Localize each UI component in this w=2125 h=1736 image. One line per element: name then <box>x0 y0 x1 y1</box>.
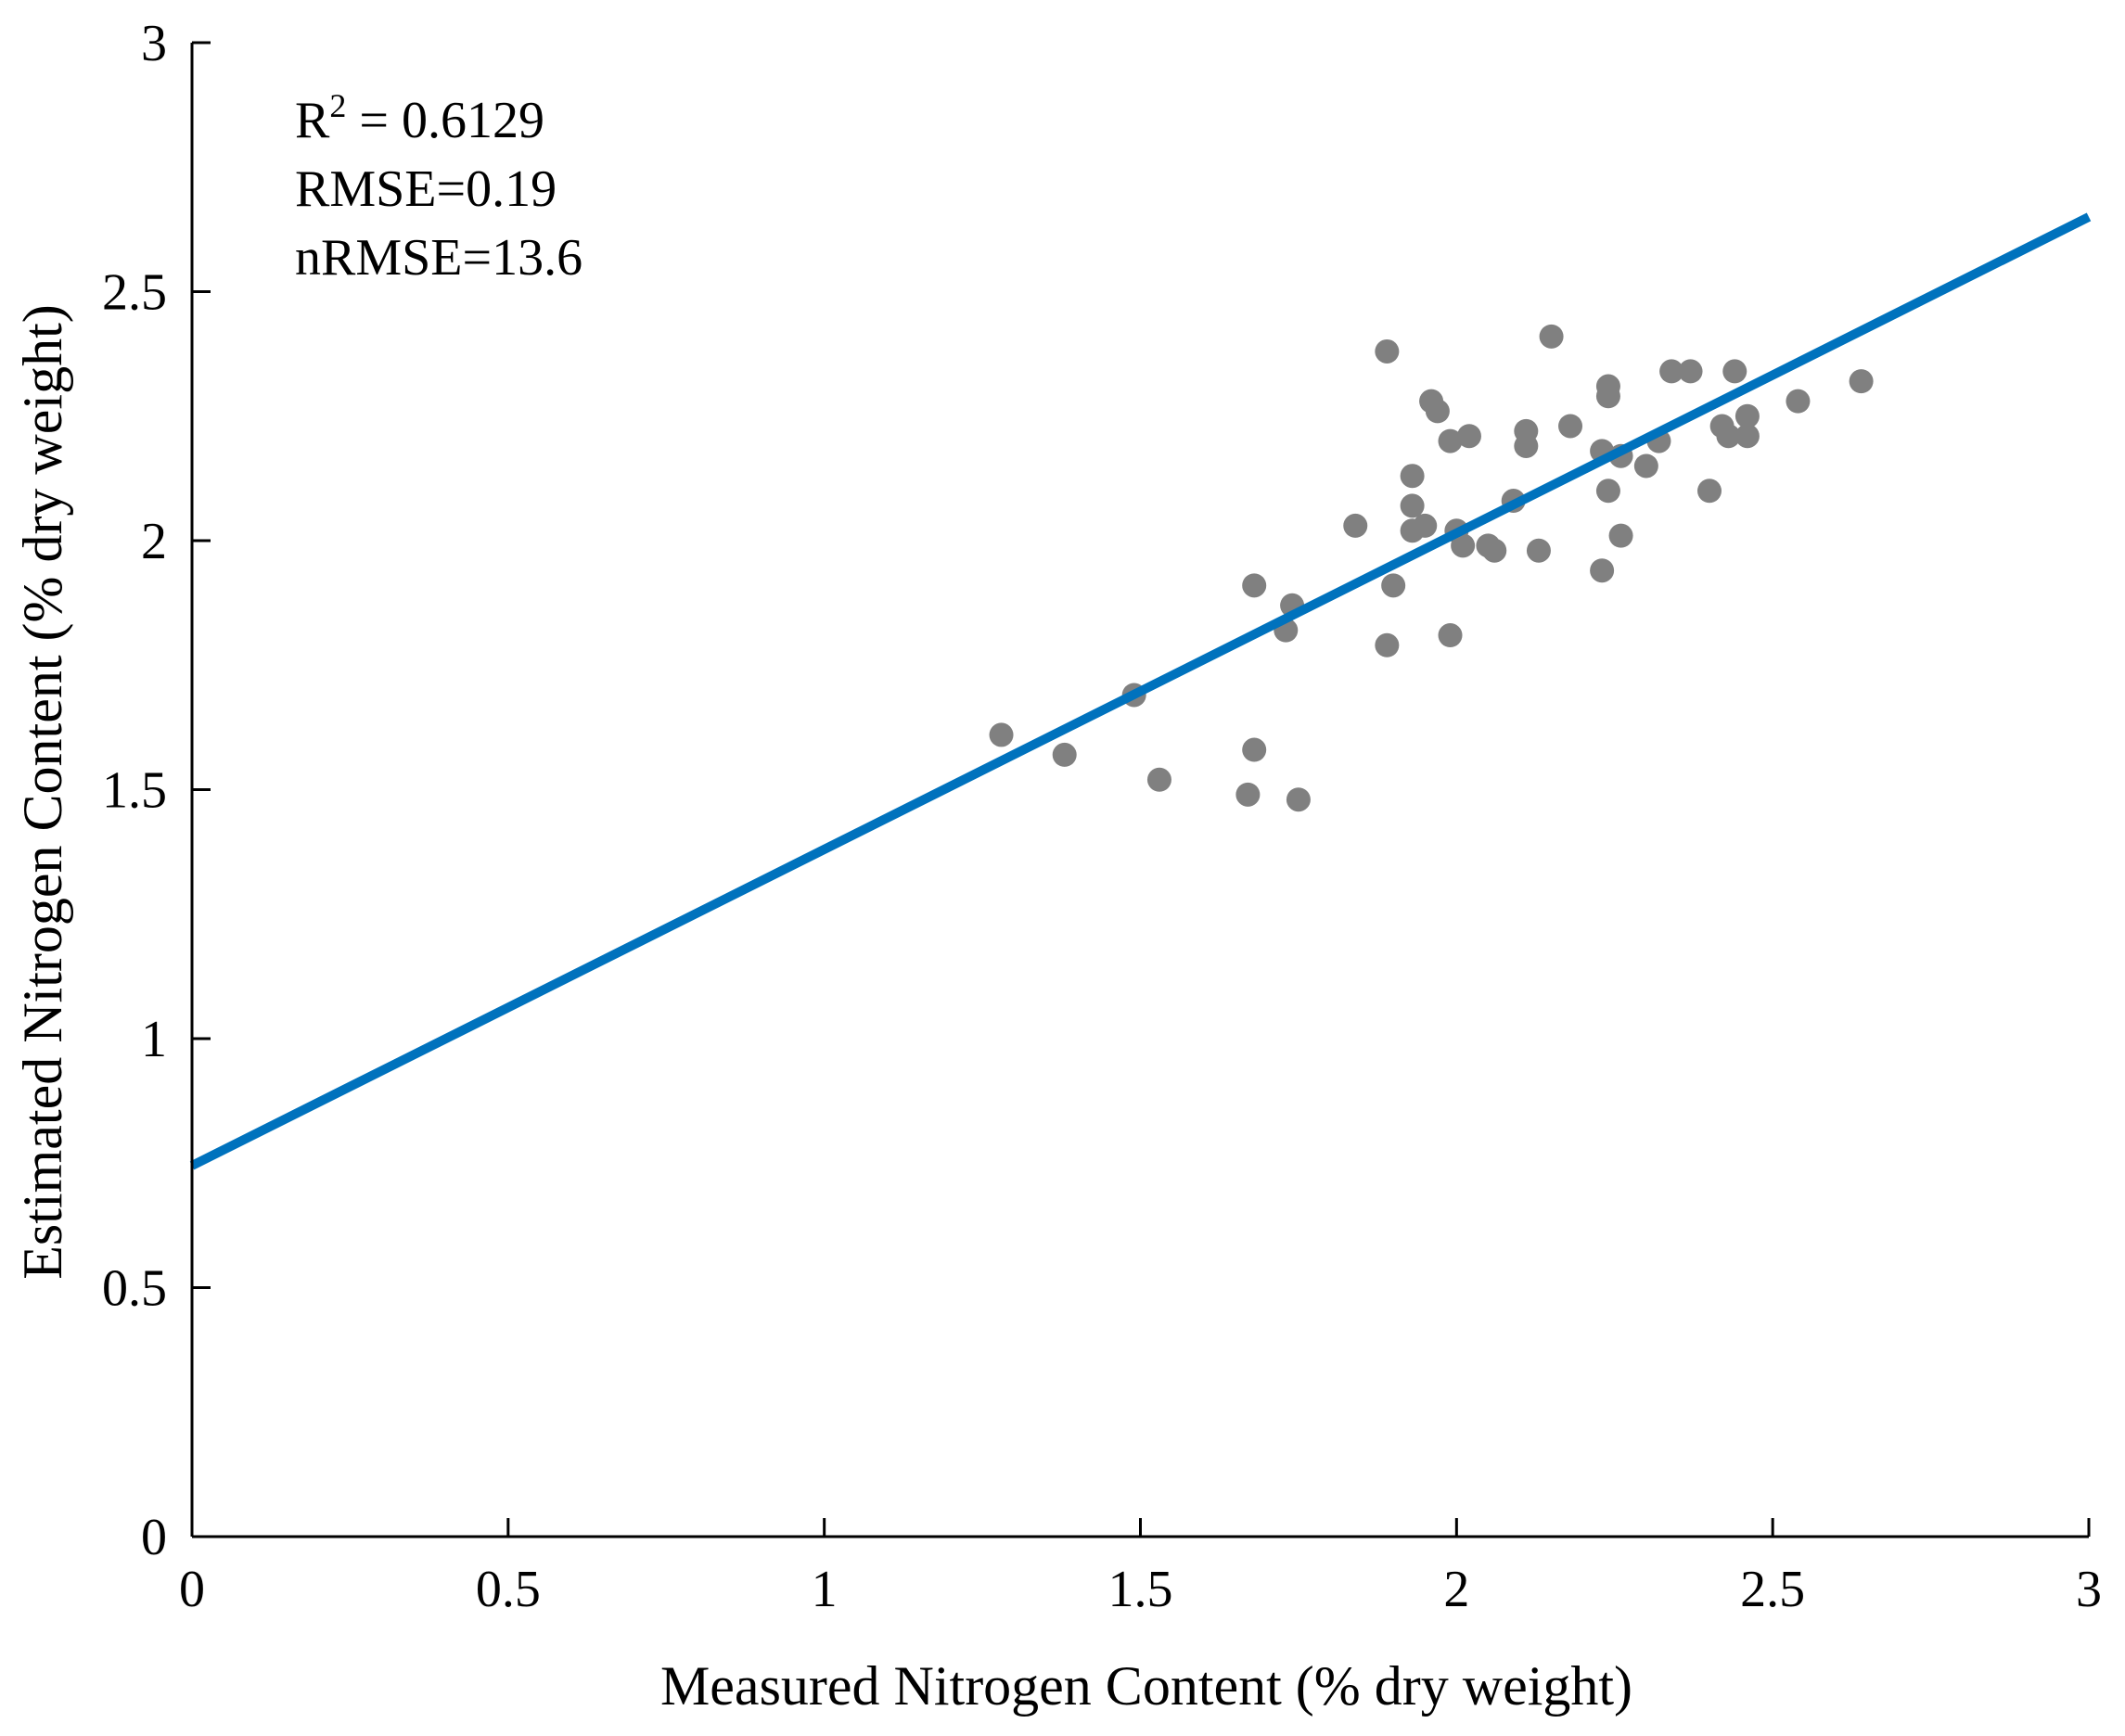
x-tick-label: 2.5 <box>1740 1561 1805 1618</box>
data-point <box>1400 464 1425 489</box>
data-point <box>1722 359 1747 384</box>
data-point <box>1633 453 1658 479</box>
regression-line <box>189 212 2092 1170</box>
data-point <box>1482 538 1507 563</box>
data-point <box>1716 424 1741 449</box>
data-point <box>1375 338 1400 364</box>
data-point <box>1413 513 1438 538</box>
data-point <box>989 722 1014 747</box>
y-axis-ticks: 0 0.5 1 1.5 2 2.5 3 <box>102 15 211 1566</box>
x-axis-label: Measured Nitrogen Content (% dry weight) <box>660 1655 1632 1717</box>
data-point <box>1526 538 1551 563</box>
data-point <box>1425 399 1450 424</box>
y-tick-label: 1.5 <box>102 762 167 820</box>
data-point <box>1375 632 1400 657</box>
data-point <box>1235 782 1261 807</box>
data-point <box>1590 558 1615 583</box>
x-tick-label: 1 <box>812 1561 838 1618</box>
y-tick-label: 1 <box>141 1011 167 1068</box>
y-tick-label: 2 <box>141 513 167 570</box>
x-tick-label: 3 <box>2076 1561 2102 1618</box>
x-tick-label: 0.5 <box>476 1561 541 1618</box>
r-squared-annotation: R2 = 0.6129 <box>295 87 544 149</box>
data-point <box>1381 573 1406 598</box>
data-point <box>1558 414 1583 439</box>
data-point <box>1608 523 1633 548</box>
r-squared-prefix: R <box>295 92 330 149</box>
y-tick-label: 0 <box>141 1509 167 1566</box>
x-tick-label: 2 <box>1443 1561 1469 1618</box>
data-point <box>1451 533 1476 558</box>
data-point <box>1786 389 1811 414</box>
data-point <box>1659 359 1684 384</box>
y-tick-label: 0.5 <box>102 1260 167 1318</box>
data-point <box>1678 359 1703 384</box>
data-point <box>1400 493 1425 518</box>
x-tick-label: 0 <box>179 1561 205 1618</box>
rmse-annotation: RMSE=0.19 <box>295 160 557 218</box>
data-point <box>1514 433 1539 458</box>
data-point <box>1539 324 1564 349</box>
data-point <box>1343 513 1368 538</box>
y-axis-label: Estimated Nitrogen Content (% dry weight… <box>12 304 73 1279</box>
data-point <box>1052 742 1077 767</box>
data-point <box>1242 737 1267 762</box>
data-points <box>989 324 1874 812</box>
data-point <box>1595 384 1620 409</box>
data-point <box>1697 479 1722 504</box>
data-point <box>1735 424 1760 449</box>
data-point <box>1735 403 1760 428</box>
x-axis-ticks: 0 0.5 1 1.5 2 2.5 3 <box>179 1518 2102 1618</box>
data-point <box>1849 369 1874 394</box>
r-squared-value: = 0.6129 <box>346 92 544 149</box>
x-tick-label: 1.5 <box>1108 1561 1173 1618</box>
y-tick-label: 2.5 <box>102 264 167 322</box>
nrmse-annotation: nRMSE=13.6 <box>295 229 582 287</box>
data-point <box>1242 573 1267 598</box>
data-point <box>1286 787 1311 812</box>
data-point <box>1438 428 1463 453</box>
r-squared-exponent: 2 <box>329 87 346 124</box>
y-tick-label: 3 <box>141 15 167 72</box>
data-point <box>1595 479 1620 504</box>
data-point <box>1146 767 1171 792</box>
data-point <box>1438 623 1463 648</box>
data-point <box>1456 424 1481 449</box>
